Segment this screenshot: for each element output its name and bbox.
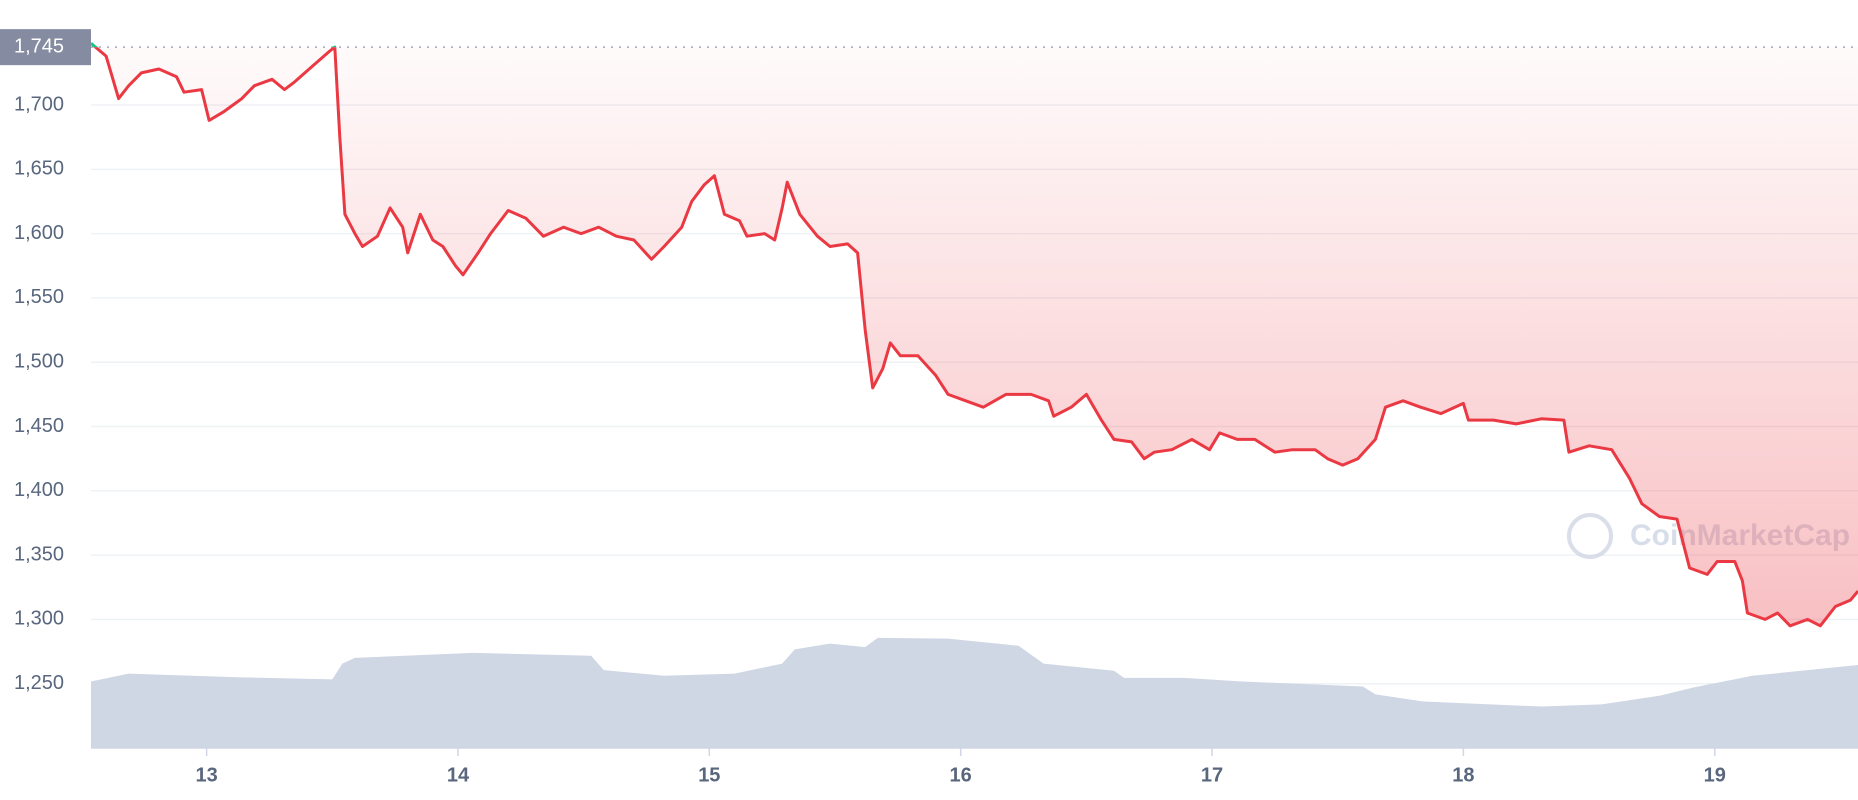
y-tick-label: 1,650 [14, 158, 64, 180]
x-tick-label: 19 [1704, 764, 1726, 786]
x-tick-label: 14 [447, 764, 470, 786]
y-tick-label: 1,300 [14, 608, 64, 630]
y-tick-label: 1,550 [14, 286, 64, 308]
price-fill [91, 43, 1858, 626]
volume-area [91, 637, 1858, 748]
y-tick-label: 1,400 [14, 479, 64, 501]
price-line [93, 47, 1858, 628]
y-tick-label: 1,500 [14, 350, 64, 372]
y-tick-label: 1,700 [14, 93, 64, 115]
y-tick-label: 1,450 [14, 415, 64, 437]
y-tick-label: 1,250 [14, 672, 64, 694]
x-tick-label: 16 [950, 764, 972, 786]
x-tick-label: 18 [1452, 764, 1474, 786]
y-tick-label: 1,600 [14, 222, 64, 244]
reference-badge [0, 29, 91, 66]
x-tick-label: 15 [698, 764, 720, 786]
reference-label: 1,745 [14, 35, 64, 57]
x-tick-label: 13 [195, 764, 217, 786]
x-tick-label: 17 [1201, 764, 1223, 786]
watermark-logo [1567, 513, 1613, 559]
y-tick-label: 1,350 [14, 543, 64, 565]
